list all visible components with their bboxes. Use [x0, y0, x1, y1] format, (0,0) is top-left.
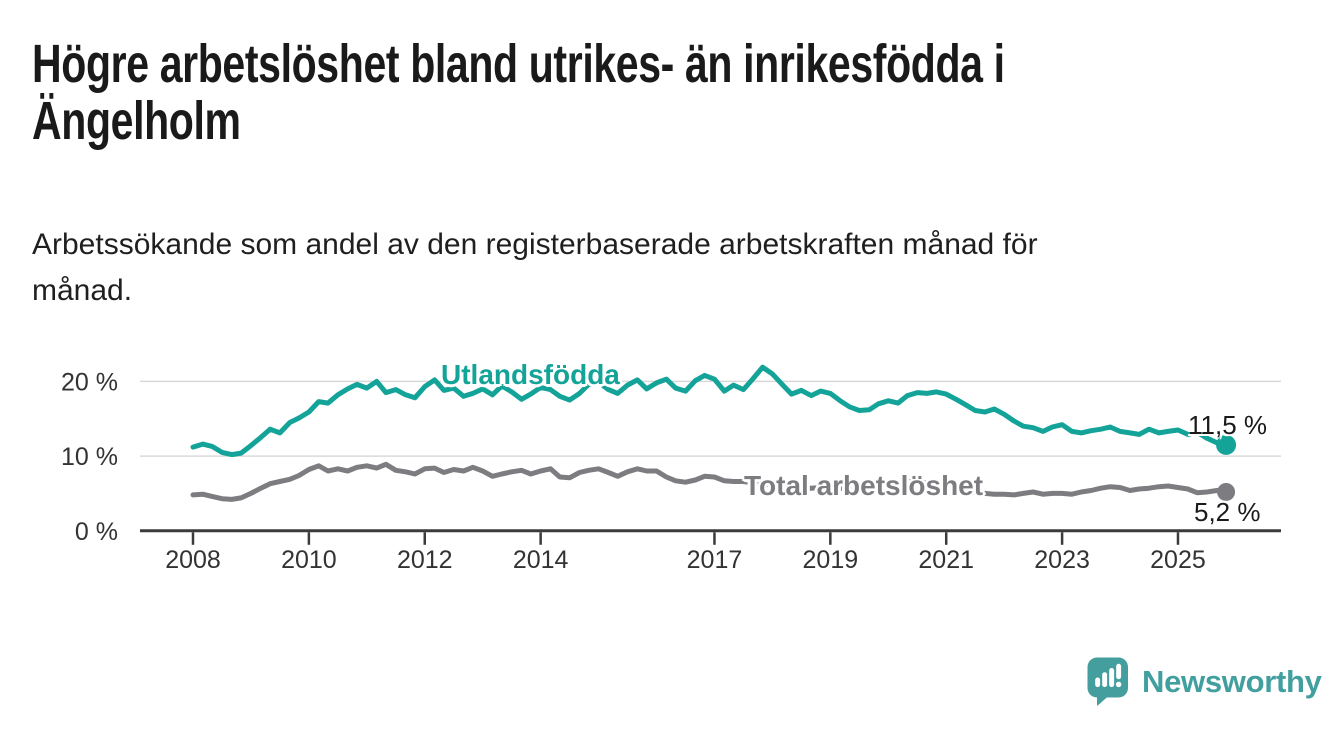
- series-line-total: [190, 461, 1229, 502]
- series-label-total-arbetsloshet: Total arbetslöshet: [744, 470, 984, 501]
- subtitle-line-2: månad.: [32, 274, 133, 307]
- page-title: Högre arbetslöshet bland utrikes- än inr…: [32, 36, 1005, 150]
- end-value-label-utlandsfodda: 11,5 %: [1188, 410, 1268, 440]
- series-line-utlandsfodda: [190, 364, 1229, 458]
- newsworthy-bubble-chart-icon: [1087, 657, 1128, 706]
- x-tick-label: 2017: [687, 546, 743, 574]
- title-line-2: Ängelholm: [32, 91, 241, 151]
- y-tick-label: 0 %: [75, 518, 118, 546]
- x-tick-label: 2025: [1150, 546, 1206, 574]
- x-tick-label: 2023: [1034, 546, 1090, 574]
- series-end-dot-utlandsfodda: [1216, 434, 1237, 455]
- chart-subtitle: Arbetssökande som andel av den registerb…: [32, 222, 1038, 314]
- x-tick-label: 2008: [165, 546, 221, 574]
- x-tick-label: 2019: [803, 546, 859, 574]
- x-tick-label: 2010: [281, 546, 337, 574]
- title-line-1: Högre arbetslöshet bland utrikes- än inr…: [32, 34, 1005, 94]
- newsworthy-logo-text: Newsworthy: [1142, 663, 1322, 699]
- newsworthy-logo[interactable]: Newsworthy: [1087, 657, 1322, 706]
- y-tick-label: 20 %: [61, 368, 118, 396]
- series-label-utlandsfodda: Utlandsfödda: [441, 359, 620, 390]
- end-value-label-total: 5,2 %: [1194, 497, 1261, 527]
- x-tick-label: 2012: [397, 546, 453, 574]
- subtitle-line-1: Arbetssökande som andel av den registerb…: [32, 228, 1038, 261]
- series-end-dot-total: [1217, 482, 1236, 501]
- x-tick-label: 2014: [513, 546, 569, 574]
- y-tick-label: 10 %: [61, 443, 118, 471]
- x-tick-label: 2021: [918, 546, 974, 574]
